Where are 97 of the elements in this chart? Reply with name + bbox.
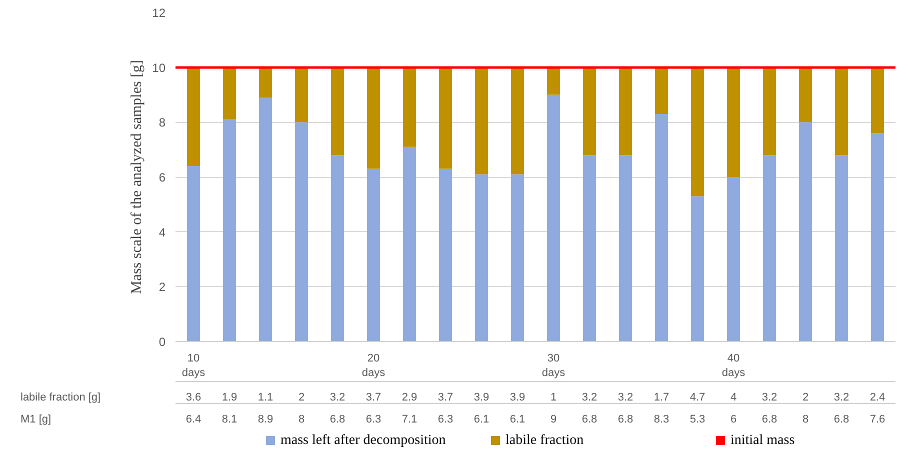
data-label: 6.8 bbox=[762, 414, 778, 426]
bar bbox=[763, 155, 776, 342]
data-label: 6.4 bbox=[186, 414, 202, 426]
data-label: 6.8 bbox=[618, 414, 634, 426]
data-label: 4.7 bbox=[690, 392, 706, 404]
data-label: 3.7 bbox=[366, 392, 382, 404]
bar bbox=[223, 67, 236, 120]
data-label: 2.4 bbox=[870, 392, 886, 404]
data-label: 1.1 bbox=[258, 392, 274, 404]
bar bbox=[655, 114, 668, 342]
data-label: 6.8 bbox=[330, 414, 346, 426]
data-label: 7.6 bbox=[870, 414, 886, 426]
data-label: 5.3 bbox=[690, 414, 706, 426]
bar bbox=[403, 67, 416, 147]
data-label: 6.1 bbox=[510, 414, 526, 426]
bar bbox=[295, 122, 308, 342]
data-label: 7.1 bbox=[402, 414, 418, 426]
bar bbox=[871, 133, 884, 342]
bar bbox=[763, 67, 776, 156]
data-label: 8.3 bbox=[654, 414, 670, 426]
data-label: 1.7 bbox=[654, 392, 670, 404]
bar bbox=[691, 196, 704, 342]
data-label: 2 bbox=[298, 392, 305, 404]
legend-label: labile fraction bbox=[506, 433, 584, 448]
bar bbox=[835, 67, 848, 156]
y-tick-label: 6 bbox=[158, 170, 166, 184]
text: labile fraction [g] bbox=[20, 392, 101, 404]
bar bbox=[619, 155, 632, 342]
bar bbox=[871, 67, 884, 134]
y-axis-title: Mass scale of the analyzed samples [g] bbox=[129, 60, 146, 294]
data-label: 1 bbox=[550, 392, 557, 404]
x-tick-label: 20 days bbox=[362, 352, 386, 379]
data-label: 6.1 bbox=[474, 414, 490, 426]
bar bbox=[475, 174, 488, 342]
y-tick-label: 10 bbox=[152, 60, 166, 75]
data-label: 8.9 bbox=[258, 414, 274, 426]
bar bbox=[691, 67, 704, 196]
bar bbox=[511, 67, 524, 174]
bar bbox=[295, 67, 308, 122]
data-label: 3.7 bbox=[438, 392, 454, 404]
data-label: 2.9 bbox=[402, 392, 418, 404]
x-tick-label: 30 days bbox=[542, 352, 566, 379]
data-label: 8.1 bbox=[222, 414, 238, 426]
data-label: 3.2 bbox=[582, 392, 598, 404]
data-label: 9 bbox=[550, 414, 557, 426]
bar bbox=[367, 67, 380, 169]
data-label: 6.8 bbox=[582, 414, 598, 426]
data-label: 4 bbox=[730, 392, 737, 404]
bar bbox=[403, 146, 416, 342]
bar bbox=[259, 67, 272, 98]
legend-label: initial mass bbox=[730, 433, 795, 448]
data-label: 6 bbox=[730, 414, 737, 426]
bar bbox=[259, 97, 272, 342]
legend-label: mass left after decomposition bbox=[280, 433, 446, 448]
bar bbox=[583, 155, 596, 342]
data-label: 6.3 bbox=[438, 414, 454, 426]
bar bbox=[439, 67, 452, 169]
bar bbox=[727, 177, 740, 342]
bar bbox=[331, 155, 344, 342]
bar bbox=[547, 67, 560, 95]
data-label: 3.2 bbox=[618, 392, 634, 404]
text: M1 [g] bbox=[20, 414, 52, 426]
bar bbox=[331, 67, 344, 156]
bar bbox=[547, 94, 560, 342]
data-label: 6.3 bbox=[366, 414, 382, 426]
bar bbox=[367, 168, 380, 342]
data-label: 3.6 bbox=[186, 392, 202, 404]
bar bbox=[223, 119, 236, 342]
data-label: 3.2 bbox=[762, 392, 778, 404]
data-label: 8 bbox=[802, 414, 809, 426]
bar bbox=[655, 67, 668, 114]
data-label: 3.9 bbox=[510, 392, 526, 404]
y-tick-label: 2 bbox=[158, 280, 166, 294]
bar bbox=[835, 155, 848, 342]
y-tick-label: 4 bbox=[158, 225, 166, 240]
data-label: 6.8 bbox=[834, 414, 850, 426]
bar bbox=[799, 122, 812, 342]
bar bbox=[439, 168, 452, 342]
bar bbox=[187, 166, 200, 342]
data-label: 3.9 bbox=[474, 392, 490, 404]
bar bbox=[511, 174, 524, 342]
bar bbox=[583, 67, 596, 156]
bar bbox=[475, 67, 488, 174]
y-tick-label: 8 bbox=[158, 116, 166, 130]
bar bbox=[727, 67, 740, 177]
y-tick-label: 12 bbox=[152, 6, 166, 20]
x-tick-label: 10 days bbox=[182, 352, 206, 379]
data-label: 2 bbox=[802, 392, 809, 404]
data-label: 3.2 bbox=[834, 392, 850, 404]
data-label: 1.9 bbox=[222, 392, 238, 404]
bar bbox=[619, 67, 632, 156]
x-tick-label: 40 days bbox=[722, 352, 746, 379]
data-label: 3.2 bbox=[330, 392, 346, 404]
bar bbox=[799, 67, 812, 122]
bar bbox=[187, 67, 200, 166]
data-label: 8 bbox=[298, 414, 305, 426]
y-tick-label: 0 bbox=[158, 335, 166, 349]
